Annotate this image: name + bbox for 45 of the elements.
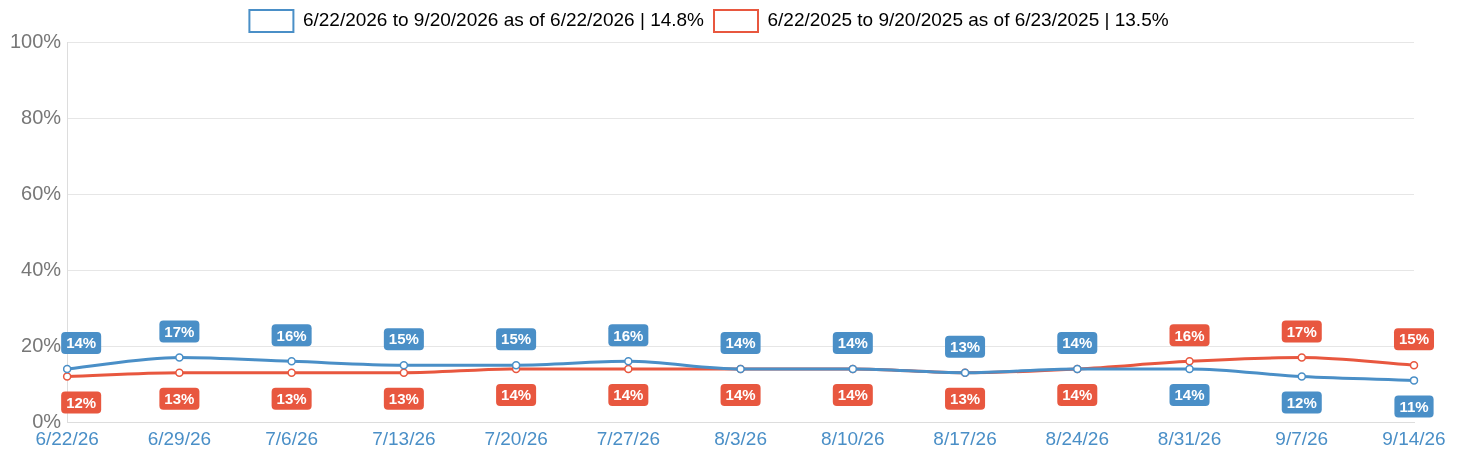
- x-tick-label: 8/3/26: [714, 427, 767, 449]
- data-label: 13%: [276, 389, 307, 407]
- data-label: 12%: [66, 393, 97, 411]
- x-tick-label: 7/27/26: [596, 427, 661, 449]
- x-tick-label: 7/13/26: [372, 427, 436, 449]
- data-label: 13%: [164, 389, 195, 407]
- data-label: 14%: [837, 386, 868, 404]
- data-label: 11%: [1399, 397, 1429, 415]
- x-tick-label: 8/10/26: [821, 427, 885, 449]
- data-label: 14%: [66, 334, 97, 352]
- y-tick-label: 80%: [21, 105, 62, 128]
- data-label: 14%: [725, 334, 756, 352]
- x-tick-label: 6/29/26: [147, 427, 212, 449]
- data-label: 12%: [1286, 393, 1317, 411]
- legend-label: 6/22/2026 to 9/20/2026 as of 6/22/2026 | 14.8%: [302, 9, 705, 31]
- x-tick-label: 7/20/26: [484, 427, 548, 449]
- data-label: 14%: [1174, 386, 1205, 404]
- data-label: 16%: [1174, 326, 1205, 344]
- x-tick-label: 7/6/26: [265, 427, 319, 449]
- data-label: 15%: [388, 330, 419, 348]
- data-label: 14%: [725, 386, 756, 404]
- data-label: 14%: [613, 386, 644, 404]
- data-label: 16%: [276, 326, 307, 344]
- data-label: 14%: [1062, 334, 1093, 352]
- data-label: 14%: [501, 386, 532, 404]
- legend-label: 6/22/2025 to 9/20/2025 as of 6/23/2025 | 13.5%: [767, 9, 1169, 31]
- data-label: 15%: [1398, 330, 1430, 348]
- x-tick-label: 8/17/26: [933, 427, 997, 449]
- data-label: 13%: [388, 389, 419, 407]
- y-tick-label: 60%: [21, 181, 62, 204]
- data-label: 13%: [950, 337, 981, 355]
- x-tick-label: 9/14/26: [1382, 427, 1446, 449]
- data-label: 17%: [164, 322, 195, 340]
- x-tick-label: 8/24/26: [1045, 427, 1109, 449]
- data-label: 16%: [613, 326, 644, 344]
- x-tick-label: 8/31/26: [1157, 427, 1222, 449]
- y-tick-label: 20%: [21, 333, 62, 356]
- y-tick-label: 40%: [21, 257, 62, 280]
- data-label: 15%: [501, 330, 532, 348]
- data-label: 14%: [1062, 386, 1093, 404]
- x-tick-label: 9/7/26: [1275, 427, 1329, 449]
- y-tick-label: 100%: [10, 29, 62, 52]
- data-label: 14%: [837, 334, 868, 352]
- data-label: 17%: [1286, 322, 1317, 340]
- data-label: 13%: [950, 389, 981, 407]
